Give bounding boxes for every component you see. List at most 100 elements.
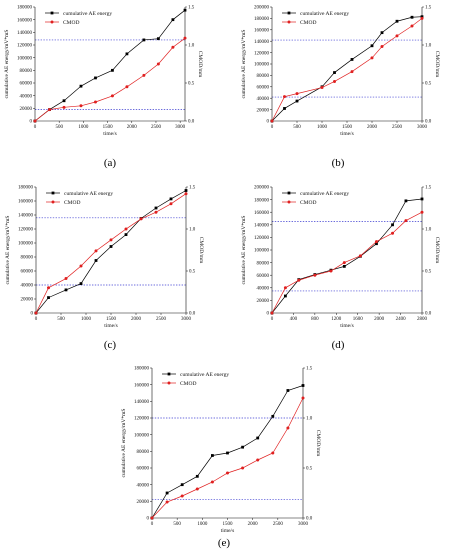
panel-d-y-tick-label: 80000 <box>257 261 270 266</box>
panel-d-cmod-point <box>374 240 378 244</box>
panel-c-y-tick-label: 0 <box>31 312 34 317</box>
panel-c-x-tick-label: 500 <box>57 317 65 322</box>
panel-b-y-axis-title: cumulative AE energy/mV*mS <box>241 30 247 99</box>
panel-e-y-tick-label: 140000 <box>134 400 150 405</box>
panel-c-x-tick-label: 3000 <box>181 317 192 322</box>
panel-d-cmod-point <box>283 286 287 290</box>
panel-b-y-tick-label: 40000 <box>257 97 270 102</box>
panel-d-ae-energy-point <box>391 223 394 227</box>
panel-c-caption: (c) <box>104 339 117 351</box>
panel-a-y-tick-label: 0 <box>30 120 33 125</box>
panel-a-ae-energy-point <box>156 37 160 41</box>
panel-e-cmod-point <box>150 516 154 520</box>
panel-c-cmod-point <box>64 277 68 281</box>
panel-e-cmod-point <box>165 500 169 504</box>
panel-a-y2-axis-title: CMOD/mm <box>197 51 203 78</box>
panel-a-y-tick-label: 60000 <box>20 82 33 87</box>
panel-d-y-tick-label: 200000 <box>254 186 270 191</box>
panel-d-x-axis-title: time/s <box>340 323 353 329</box>
panel-b-x-tick-label: 3000 <box>417 125 428 130</box>
panel-d-legend-cmod-marker <box>287 200 291 204</box>
panel-e-cmod-point <box>210 480 214 484</box>
panel-e-ae-energy-point <box>180 483 184 487</box>
panel-a-y2-tick-label: 1.5 <box>188 6 195 11</box>
panel-a-ae-energy-point <box>62 99 66 103</box>
panel-c-cmod-point <box>47 286 50 290</box>
panel-e-y-tick-label: 180000 <box>134 367 150 372</box>
panel-e-y-tick-label: 160000 <box>134 383 150 388</box>
panel-d-y-tick-label: 20000 <box>257 299 270 304</box>
panel-d-y-tick-label: 180000 <box>254 198 270 203</box>
panel-b-y2-tick-label: 1.0 <box>425 44 432 49</box>
panel-a-cmod-point <box>183 36 187 40</box>
panel-d-legend-ae-energy-label: cumulative AE energy <box>300 191 349 197</box>
panel-c-cmod-point <box>184 192 188 196</box>
panel-b-x-tick-label: 1500 <box>342 125 353 130</box>
panel-d-y-tick-label: 140000 <box>254 224 270 229</box>
panel-e-y-axis-title: cumulative AE energy/mV*mS <box>121 409 127 478</box>
panel-c-legend-cmod-label: CMOD <box>64 200 81 206</box>
panel-c-ae-energy-point <box>64 288 68 292</box>
panel-e-y-tick-label: 60000 <box>137 467 150 472</box>
panel-c-y-tick-label: 120000 <box>18 228 34 233</box>
panel-b-ae-energy-point <box>395 19 399 23</box>
panel-d-legend-ae-energy-marker <box>287 191 291 195</box>
panel-c-y-tick-label: 180000 <box>18 186 34 191</box>
panel-e-cmod-point <box>271 451 275 455</box>
panel-a-y-tick-label: 160000 <box>17 18 33 23</box>
panel-d-y-axis-title: cumulative AE energy/mV*mS <box>241 216 247 285</box>
chart-panel-b: 0 500 1000 1500 2000 2500 3000 0 20000 40000 60000… <box>241 6 440 169</box>
panel-b-x-tick-label: 2500 <box>392 125 403 130</box>
panel-d-ae-energy-point <box>420 197 424 201</box>
panel-e-ae-energy-point <box>301 384 305 387</box>
panel-e-ae-energy-point <box>211 454 214 457</box>
panel-c-y-tick-label: 160000 <box>18 200 34 205</box>
panel-c-ae-energy-point <box>169 197 173 201</box>
panel-e-y-tick-label: 20000 <box>137 500 150 505</box>
panel-d-y-tick-label: 0 <box>267 312 270 317</box>
panel-d-y-tick-label: 120000 <box>254 236 270 241</box>
panel-b-cmod-point <box>420 16 424 20</box>
panel-a-y-tick-label: 140000 <box>17 31 33 36</box>
panel-b-ae-energy-point <box>283 107 286 110</box>
panel-b-y-tick-label: 20000 <box>257 108 270 113</box>
panel-c-y2-tick-label: 0.5 <box>189 270 196 275</box>
panel-a-ae-energy-point <box>111 68 114 72</box>
panel-c-cmod-point <box>94 249 98 253</box>
panel-d-y-tick-label: 100000 <box>254 249 270 254</box>
panel-b-cmod-line <box>271 18 423 122</box>
chart-panel-e: 0 500 1000 1500 2000 2500 3000 0 20000 40000 60000… <box>121 367 321 549</box>
panel-c-legend-ae-energy-label: cumulative AE energy <box>64 191 113 197</box>
panel-a-x-tick-label: 1500 <box>103 125 114 130</box>
panel-c-cmod-point <box>154 210 158 214</box>
panel-e-y-tick-label: 40000 <box>137 483 150 488</box>
panel-e-y2-tick-label: 0.5 <box>306 467 313 472</box>
panel-e-legend-ae-energy-label: cumulative AE energy <box>180 372 229 378</box>
panel-a-cmod-point <box>62 105 66 109</box>
panel-c-ae-energy-line <box>35 190 187 314</box>
panel-d-x-tick-label: 1600 <box>353 317 364 322</box>
panel-e-y2-tick-label: 1.0 <box>306 417 313 422</box>
panel-a-x-tick-label: 0 <box>34 125 37 130</box>
panel-d-cmod-point <box>391 231 395 235</box>
panel-c-y-tick-label: 100000 <box>18 242 34 247</box>
panel-b-cmod-point <box>320 86 324 90</box>
panel-a-y2-tick-label: 1.0 <box>188 44 195 49</box>
panel-a-cmod-point <box>125 85 129 89</box>
panel-d-caption: (d) <box>332 339 345 351</box>
panel-d-y2-axis-title: CMOD/mm <box>434 237 440 264</box>
panel-d-x-tick-label: 400 <box>290 317 298 322</box>
panel-e-y-tick-label: 120000 <box>134 417 150 422</box>
panel-a-ae-energy-point <box>183 8 187 12</box>
panel-e-y-tick-label: 0 <box>147 517 150 522</box>
panel-b-cmod-point <box>410 24 414 28</box>
panel-e-x-tick-label: 3000 <box>298 522 309 527</box>
panel-a-y2-tick-label: 0.0 <box>188 120 195 125</box>
chart-panel-d: 0 400 800 1200 1600 2000 2400 2800 0 20000 40000 60… <box>241 186 440 351</box>
panel-d-cmod-point <box>313 273 317 277</box>
panel-b-x-tick-label: 500 <box>293 125 301 130</box>
panel-b-cmod-point <box>283 95 286 99</box>
panel-a-ae-energy-point <box>142 38 146 42</box>
panel-e-cmod-point <box>180 494 184 498</box>
panel-b-ae-energy-point <box>410 15 414 19</box>
